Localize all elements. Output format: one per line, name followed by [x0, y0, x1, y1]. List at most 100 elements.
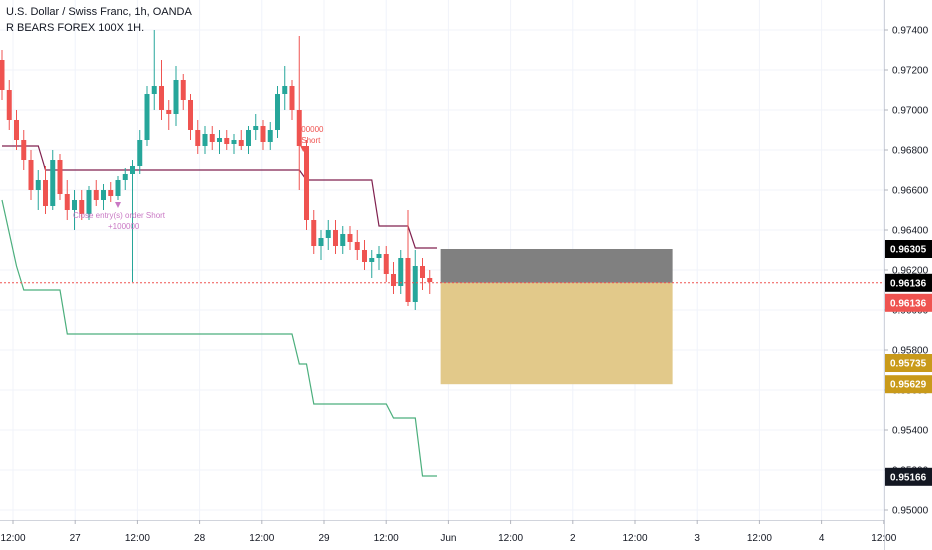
- candle-body: [362, 250, 367, 262]
- candle-body: [427, 278, 433, 282]
- time-tick-label: 12:00: [125, 533, 150, 544]
- candle-body: [137, 140, 143, 166]
- candle-body: [231, 140, 237, 144]
- time-axis[interactable]: 12:00 27 12:00 28 12:00 29 12:00 Jun 12:00 2 12:00…: [0, 520, 897, 544]
- price-tick-label: 0.96800: [892, 146, 929, 157]
- candle-body: [253, 126, 259, 130]
- time-tick-label: 12:00: [374, 533, 399, 544]
- candle-body: [354, 242, 360, 250]
- candle-body: [108, 190, 114, 196]
- candle-body: [50, 160, 56, 206]
- candle-body: [209, 134, 215, 142]
- candle-body: [224, 138, 230, 144]
- candle-body: [151, 86, 157, 94]
- candle-body: [21, 140, 27, 160]
- candle-body: [64, 194, 70, 210]
- time-tick-label: 27: [70, 533, 82, 544]
- price-badge-box: [885, 293, 932, 312]
- short-marker: [300, 146, 307, 152]
- candle-body: [246, 130, 251, 146]
- candles: [0, 30, 433, 310]
- candle-body: [304, 146, 309, 220]
- time-tick-label: 12:00: [622, 533, 647, 544]
- candle-body: [325, 230, 331, 238]
- candle-body: [28, 160, 34, 190]
- price-tick-label: 0.95000: [892, 506, 929, 517]
- candle-body: [260, 126, 266, 142]
- time-tick-label: 12:00: [871, 533, 896, 544]
- candle-body: [101, 190, 106, 200]
- indicator-title: R BEARS FOREX 100X 1H.: [6, 22, 145, 34]
- candle-body: [195, 130, 201, 146]
- candle-body: [412, 266, 418, 302]
- indicator-lines: [1, 145, 437, 477]
- candle-body: [282, 86, 288, 94]
- price-badge-label: 0.96136: [890, 298, 927, 309]
- candle-body: [115, 180, 121, 196]
- time-tick-label: 12:00: [0, 533, 25, 544]
- candle-body: [398, 258, 404, 286]
- candle-body: [347, 234, 353, 242]
- time-tick-label: Jun: [440, 533, 456, 544]
- position-zones[interactable]: [440, 249, 673, 385]
- candle-body: [202, 134, 208, 146]
- price-badge-box: [885, 240, 932, 258]
- time-tick-label: 4: [819, 533, 825, 544]
- candle-body: [0, 60, 5, 90]
- price-tick-label: 0.96600: [892, 186, 929, 197]
- candle-body: [173, 80, 179, 114]
- price-tick-label: 0.97200: [892, 66, 929, 77]
- price-badge-label: 0.95629: [890, 380, 927, 391]
- price-badges: 0.96305 0.96136 0.96136 0.95735 0.95629 0.951…: [885, 240, 932, 486]
- close-order-label: Close entry(s) order Short: [73, 211, 166, 220]
- candle-body: [6, 90, 12, 120]
- short-label: Short: [301, 136, 321, 145]
- chart-grid: [0, 0, 885, 520]
- candle-body: [238, 140, 244, 146]
- time-tick-label: 29: [318, 533, 330, 544]
- candle-body: [391, 274, 396, 286]
- candle-body: [405, 258, 411, 302]
- take-profit-zone[interactable]: [440, 282, 673, 385]
- trail-line-series: [1, 199, 437, 477]
- close-order-qty: +100000: [108, 222, 140, 231]
- price-badge-box: [885, 273, 932, 292]
- candle-body: [275, 94, 280, 130]
- stop-line-series: [2, 145, 437, 249]
- candle-body: [130, 166, 135, 174]
- candle-body: [289, 86, 295, 110]
- price-tick-label: 0.96400: [892, 226, 929, 237]
- price-tick-label: 0.96200: [892, 266, 929, 277]
- candle-body: [318, 238, 324, 246]
- price-badge-box: [885, 375, 932, 394]
- candle-body: [217, 138, 222, 142]
- time-tick-label: 12:00: [249, 533, 274, 544]
- trade-annotations: Close entry(s) order Short +100000 00000 Sh…: [73, 125, 324, 231]
- candle-body: [188, 100, 193, 130]
- candle-body: [14, 120, 19, 140]
- price-badge-label: 0.96305: [890, 245, 927, 256]
- short-qty: 00000: [301, 125, 324, 134]
- candle-body: [333, 230, 338, 246]
- time-tick-label: 2: [570, 533, 576, 544]
- time-tick-label: 12:00: [498, 533, 523, 544]
- symbol-title: U.S. Dollar / Swiss Franc, 1h, OANDA: [6, 6, 192, 18]
- stop-loss-zone[interactable]: [440, 249, 673, 283]
- candle-body: [369, 258, 375, 262]
- price-badge-label: 0.96136: [890, 278, 927, 289]
- candle-body: [166, 110, 172, 114]
- candle-body: [311, 220, 317, 246]
- candle-body: [420, 266, 425, 278]
- price-tick-label: 0.95400: [892, 426, 929, 437]
- candle-body: [180, 80, 186, 100]
- candle-body: [267, 130, 273, 142]
- price-tick-label: 0.97400: [892, 26, 929, 37]
- price-tick-label: 0.97000: [892, 106, 929, 117]
- time-tick-label: 28: [194, 533, 206, 544]
- candle-body: [340, 234, 346, 246]
- price-badge-box: [885, 467, 932, 486]
- candle-body: [383, 254, 389, 274]
- price-badge-label: 0.95735: [890, 359, 927, 370]
- candle-body: [122, 174, 128, 180]
